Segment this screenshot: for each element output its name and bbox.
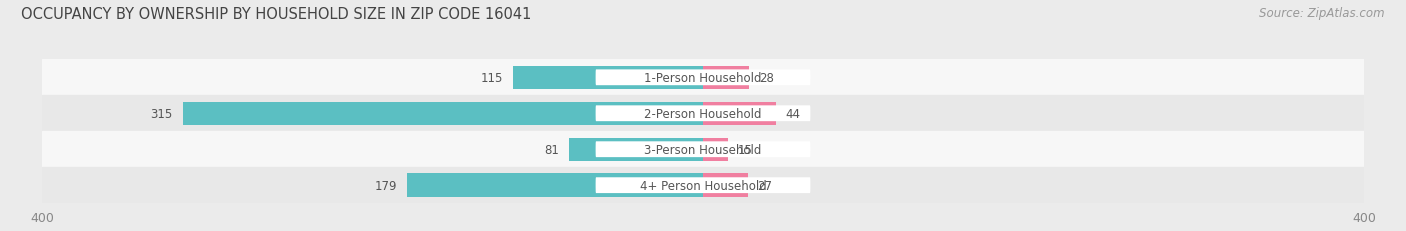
Bar: [408, 174, 703, 197]
Text: 27: 27: [758, 179, 772, 192]
FancyBboxPatch shape: [596, 142, 810, 158]
FancyBboxPatch shape: [596, 70, 810, 86]
Bar: [42, 167, 1364, 203]
Text: 28: 28: [759, 71, 775, 85]
Bar: [513, 66, 703, 90]
Text: 44: 44: [786, 107, 800, 120]
FancyBboxPatch shape: [596, 177, 810, 193]
Text: 115: 115: [481, 71, 503, 85]
Bar: [183, 102, 703, 125]
Text: 315: 315: [150, 107, 173, 120]
Text: Source: ZipAtlas.com: Source: ZipAtlas.com: [1260, 7, 1385, 20]
Text: 179: 179: [375, 179, 398, 192]
Bar: [42, 60, 1364, 96]
Bar: [703, 138, 728, 161]
FancyBboxPatch shape: [596, 106, 810, 122]
Text: OCCUPANCY BY OWNERSHIP BY HOUSEHOLD SIZE IN ZIP CODE 16041: OCCUPANCY BY OWNERSHIP BY HOUSEHOLD SIZE…: [21, 7, 531, 22]
Bar: [703, 102, 776, 125]
Text: 15: 15: [738, 143, 752, 156]
Text: 81: 81: [544, 143, 560, 156]
Bar: [42, 96, 1364, 132]
Text: 1-Person Household: 1-Person Household: [644, 71, 762, 85]
Bar: [42, 132, 1364, 167]
Text: 4+ Person Household: 4+ Person Household: [640, 179, 766, 192]
Bar: [703, 66, 749, 90]
Text: 2-Person Household: 2-Person Household: [644, 107, 762, 120]
Bar: [703, 174, 748, 197]
Text: 3-Person Household: 3-Person Household: [644, 143, 762, 156]
Bar: [569, 138, 703, 161]
